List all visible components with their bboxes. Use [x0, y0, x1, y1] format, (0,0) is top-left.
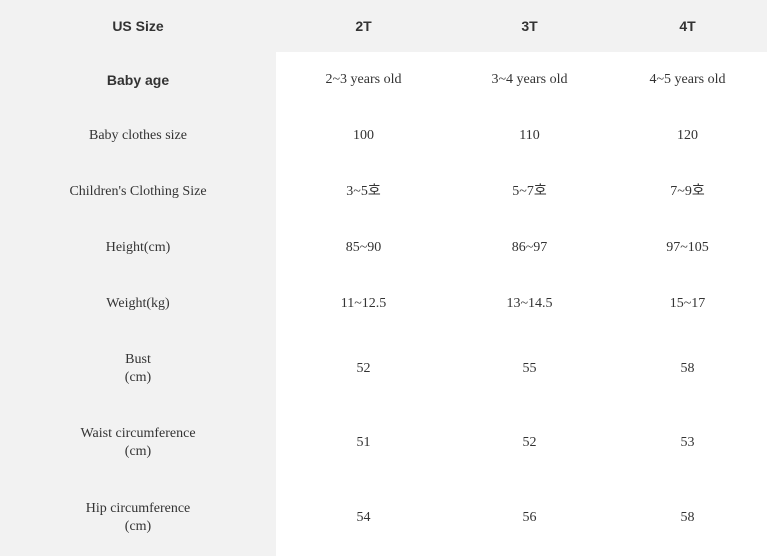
- table-row-weight: Weight(kg) 11~12.5 13~14.5 15~17: [0, 276, 767, 332]
- cell-value: 120: [677, 128, 698, 143]
- header-size-2t: 2T: [276, 0, 451, 52]
- row-label: Weight(kg): [0, 276, 276, 332]
- cell-value: 85~90: [345, 240, 382, 255]
- table-row-bust: Bust (cm) 52 55 58: [0, 332, 767, 406]
- row-label: Hip circumference (cm): [0, 480, 276, 556]
- cell-value: 11~12.5: [340, 296, 387, 311]
- cell-value: 15~17: [669, 296, 706, 311]
- table-row-waist: Waist circumference (cm) 51 52 53: [0, 406, 767, 480]
- cell-value: 100: [353, 128, 374, 143]
- row-label-unit: (cm): [124, 444, 152, 459]
- header-size-4t: 4T: [608, 0, 767, 52]
- cell-value: 56: [522, 510, 537, 525]
- row-label-line: Hip circumference: [85, 501, 191, 516]
- row-label-unit: (cm): [124, 519, 152, 534]
- row-label: Height(cm): [0, 220, 276, 276]
- row-label-line: Waist circumference: [80, 426, 196, 441]
- cell-value: 55: [522, 361, 537, 376]
- table-header-row: US Size 2T 3T 4T: [0, 0, 767, 52]
- cell-value: 52: [356, 361, 371, 376]
- row-label-unit: (cm): [124, 370, 152, 385]
- row-label-line: Bust: [125, 352, 151, 367]
- cell-value: 2~3 years old: [325, 72, 402, 87]
- cell-value: 53: [680, 435, 695, 450]
- cell-value: 52: [522, 435, 537, 450]
- cell-value: 97~105: [666, 240, 709, 255]
- cell-value: 13~14.5: [506, 296, 553, 311]
- cell-value: 3~5호: [346, 184, 381, 199]
- header-size-3t: 3T: [451, 0, 608, 52]
- header-label-cell: US Size: [0, 0, 276, 52]
- cell-value: 4~5 years old: [649, 72, 726, 87]
- cell-value: 86~97: [511, 240, 548, 255]
- table-row-baby-age: Baby age 2~3 years old 3~4 years old 4~5…: [0, 52, 767, 108]
- row-label: Waist circumference (cm): [0, 406, 276, 480]
- row-label: Children's Clothing Size: [0, 164, 276, 220]
- cell-value: 51: [356, 435, 371, 450]
- cell-value: 3~4 years old: [491, 72, 568, 87]
- table-row-baby-clothes-size: Baby clothes size 100 110 120: [0, 108, 767, 164]
- cell-value: 7~9호: [670, 184, 705, 199]
- cell-value: 110: [519, 128, 540, 143]
- row-label: Baby age: [0, 52, 276, 108]
- table-row-childrens-clothing-size: Children's Clothing Size 3~5호 5~7호 7~9호: [0, 164, 767, 220]
- row-label: Baby clothes size: [0, 108, 276, 164]
- cell-value: 58: [680, 510, 695, 525]
- row-label: Bust (cm): [0, 332, 276, 406]
- table-row-height: Height(cm) 85~90 86~97 97~105: [0, 220, 767, 276]
- cell-value: 54: [356, 510, 371, 525]
- cell-value: 58: [680, 361, 695, 376]
- table-row-hip: Hip circumference (cm) 54 56 58: [0, 480, 767, 556]
- cell-value: 5~7호: [512, 184, 547, 199]
